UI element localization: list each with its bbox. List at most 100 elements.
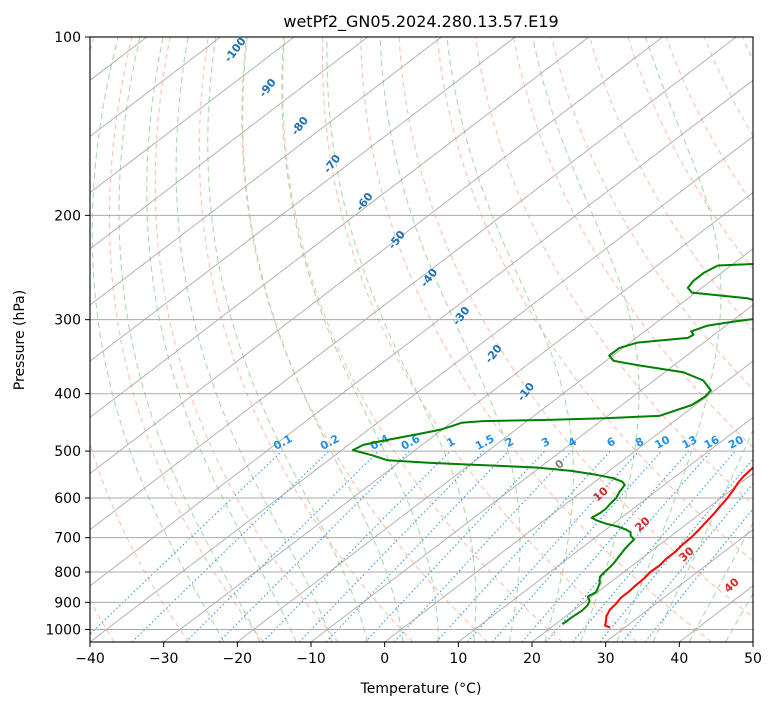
x-tick-label: −40 <box>75 651 105 667</box>
isotherm-line <box>0 37 73 642</box>
x-tick-label: 10 <box>449 651 467 667</box>
isotherm-line <box>90 37 663 475</box>
background-lines <box>0 37 753 642</box>
mixing-ratio-label: 10 <box>653 433 673 452</box>
isotherm-line <box>384 360 753 642</box>
axis-ticks: −40 −30 −20 −10 0 10 20 30 40 5010020030040050060… <box>45 30 762 667</box>
moist-adiabat-line <box>281 37 439 642</box>
mixing-ratio-label: 0.2 <box>318 432 341 453</box>
isotherm-line <box>310 304 753 642</box>
plot-frame <box>89 36 754 643</box>
mixing-ratio-label: 1 <box>445 435 458 450</box>
dry-adiabat-label: -90 <box>256 76 279 100</box>
isotherm-line <box>458 416 753 642</box>
x-tick-label: 0 <box>380 651 389 667</box>
dry-adiabat-line <box>551 37 753 391</box>
dry-adiabat-line <box>241 37 488 642</box>
x-tick-label: 30 <box>597 651 615 667</box>
y-tick-label: 100 <box>54 30 81 46</box>
y-tick-label: 800 <box>54 565 81 581</box>
moist-adiabat-line <box>652 428 753 642</box>
y-tick-label: 300 <box>54 313 81 329</box>
mixing-ratio-line <box>491 450 663 642</box>
x-tick-label: 20 <box>523 651 541 667</box>
line-labels: 0.10.20.40.611.52346810131620253036-100-… <box>222 37 771 595</box>
mixing-ratio-line <box>90 450 283 635</box>
y-tick-label: 1000 <box>45 622 81 638</box>
y-tick-label: 900 <box>54 595 81 611</box>
x-tick-label: −30 <box>149 651 179 667</box>
dry-adiabat-line <box>398 37 753 618</box>
mixing-ratio-label: 16 <box>702 433 722 452</box>
profiles <box>351 262 753 629</box>
dry-adiabat-line <box>589 37 753 331</box>
isotherm-line <box>90 37 516 362</box>
dry-adiabat-line <box>154 37 339 642</box>
moist-adiabat-line <box>379 37 521 642</box>
y-tick-label: 500 <box>54 444 81 460</box>
mixing-ratio-label: 3 <box>539 435 552 450</box>
dry-adiabat-line <box>282 37 563 642</box>
dry-adiabat-line <box>436 37 753 562</box>
dry-adiabat-line <box>90 37 190 642</box>
isotherm-line <box>531 472 753 642</box>
mixing-ratio-label: 4 <box>566 435 579 450</box>
mixing-ratio-line <box>364 450 546 642</box>
moist-adiabat-line <box>242 37 404 642</box>
y-tick-label: 700 <box>54 531 81 547</box>
moist-adiabat-line <box>91 37 225 642</box>
y-axis-label: Pressure (hPa) <box>12 290 28 390</box>
moist-adiabat-line <box>118 37 261 642</box>
x-tick-label: −20 <box>223 651 253 667</box>
mixing-ratio-label: 25 <box>751 433 771 452</box>
moist-adiabat-line <box>175 37 333 642</box>
moist-adiabat-line <box>146 37 297 642</box>
moist-adiabat-line <box>207 37 369 642</box>
isotherm-line <box>90 37 295 194</box>
dry-adiabat-label: -70 <box>321 152 344 176</box>
isotherm-line <box>90 79 753 587</box>
isotherm-line <box>237 248 753 642</box>
mixing-ratio-label: 13 <box>680 433 700 452</box>
dewpoint-profile-line <box>351 262 753 626</box>
mixing-ratio-line <box>599 458 753 642</box>
mixing-ratio-line <box>572 450 736 642</box>
moist-adiabat-line <box>616 37 722 642</box>
dry-adiabat-label: -40 <box>418 266 441 290</box>
x-tick-label: 50 <box>744 651 762 667</box>
x-axis-label: Temperature (°C) <box>360 681 482 697</box>
isotherm-line <box>163 192 753 642</box>
y-tick-label: 200 <box>54 208 81 224</box>
moist-adiabat-label: 40 <box>722 575 742 595</box>
dry-adiabat-label: -50 <box>386 228 409 252</box>
mixing-ratio-label: 0.1 <box>271 432 294 453</box>
dry-adiabat-label: -80 <box>289 114 312 138</box>
dry-adiabat-label: -20 <box>482 342 505 366</box>
dry-adiabat-line <box>108 37 264 642</box>
moist-adiabat-label: 20 <box>633 514 653 534</box>
dry-adiabat-line <box>741 37 753 62</box>
isotherm-line <box>605 529 753 642</box>
isotherm-line <box>90 37 590 418</box>
mixing-ratio-line <box>185 450 380 642</box>
y-tick-label: 600 <box>54 491 81 507</box>
dry-adiabat-label: -10 <box>515 380 538 404</box>
mixing-ratio-label: 2 <box>503 435 516 450</box>
x-tick-label: −10 <box>296 651 326 667</box>
isotherm-line <box>752 641 753 642</box>
mixing-ratio-line <box>298 450 485 642</box>
isotherm-line <box>90 37 442 306</box>
moist-adiabat-line <box>688 521 753 642</box>
mixing-ratio-label: 6 <box>605 435 618 450</box>
moist-adiabat-line <box>531 37 640 642</box>
mixing-ratio-line <box>621 482 753 642</box>
mixing-ratio-line <box>435 450 611 642</box>
mixing-ratio-label: 1.5 <box>473 432 496 453</box>
isotherm-line <box>90 37 221 138</box>
y-tick-label: 400 <box>54 387 81 403</box>
dry-adiabat-label: -60 <box>353 190 376 214</box>
mixing-ratio-line <box>131 450 330 642</box>
dry-adiabat-line <box>321 37 638 642</box>
x-tick-label: 40 <box>670 651 688 667</box>
